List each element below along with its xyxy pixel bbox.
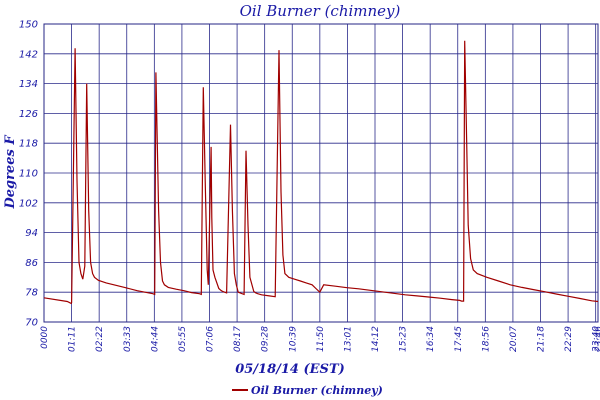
x-tick-label: 17:45 <box>454 326 464 352</box>
y-tick-label: 118 <box>19 139 38 150</box>
y-tick-label: 134 <box>19 79 38 90</box>
x-tick-label: 23:40 <box>592 326 600 352</box>
x-tick-label: 07:06 <box>206 326 216 352</box>
grid <box>43 23 599 323</box>
x-tick-label: 04:44 <box>150 326 160 352</box>
x-tick-label: 21:18 <box>537 326 547 352</box>
x-tick-label: 16:34 <box>426 326 436 352</box>
chart-title: Oil Burner (chimney) <box>240 2 401 20</box>
y-tick-label: 86 <box>25 258 38 269</box>
x-tick-label: 18:56 <box>481 326 491 352</box>
y-tick-label: 126 <box>19 109 38 120</box>
y-tick-label: 150 <box>19 20 38 31</box>
y-axis-label: Degrees F <box>3 135 18 210</box>
x-tick-label: 10:39 <box>288 326 298 352</box>
legend-label: Oil Burner (chimney) <box>251 384 383 397</box>
y-tick-label: 142 <box>19 49 38 60</box>
x-tick-label: 02:22 <box>95 326 105 352</box>
legend: Oil Burner (chimney) <box>232 384 383 397</box>
y-tick-label: 70 <box>25 318 38 329</box>
x-axis-ticks: 0000 01:11 02:22 03:33 04:44 05:55 07:06 08:17 0… <box>40 326 600 352</box>
x-tick-label: 0000 <box>40 326 50 349</box>
y-tick-label: 102 <box>19 198 38 209</box>
y-tick-label: 78 <box>25 288 38 299</box>
x-tick-label: 05:55 <box>178 326 188 352</box>
y-tick-label: 110 <box>19 169 38 180</box>
x-tick-label: 15:23 <box>399 326 409 352</box>
x-tick-label: 03:33 <box>123 326 133 352</box>
x-tick-label: 08:17 <box>233 326 243 352</box>
x-tick-label: 23:46 <box>594 326 600 352</box>
x-axis-label: 05/18/14 (EST) <box>235 362 345 377</box>
y-tick-label: 94 <box>25 228 38 239</box>
x-tick-label: 11:50 <box>316 326 326 352</box>
x-tick-label: 01:11 <box>68 326 78 352</box>
x-tick-label: 20:07 <box>509 326 519 352</box>
series-line-oil-burner <box>43 40 599 305</box>
y-axis-ticks: 70 78 86 94 102 110 118 126 134 142 150 <box>19 20 38 329</box>
x-tick-label: 09:28 <box>261 326 271 352</box>
x-tick-label: 14:12 <box>371 326 381 352</box>
x-tick-label: 22:29 <box>564 326 574 352</box>
x-tick-label: 13:01 <box>343 326 353 352</box>
